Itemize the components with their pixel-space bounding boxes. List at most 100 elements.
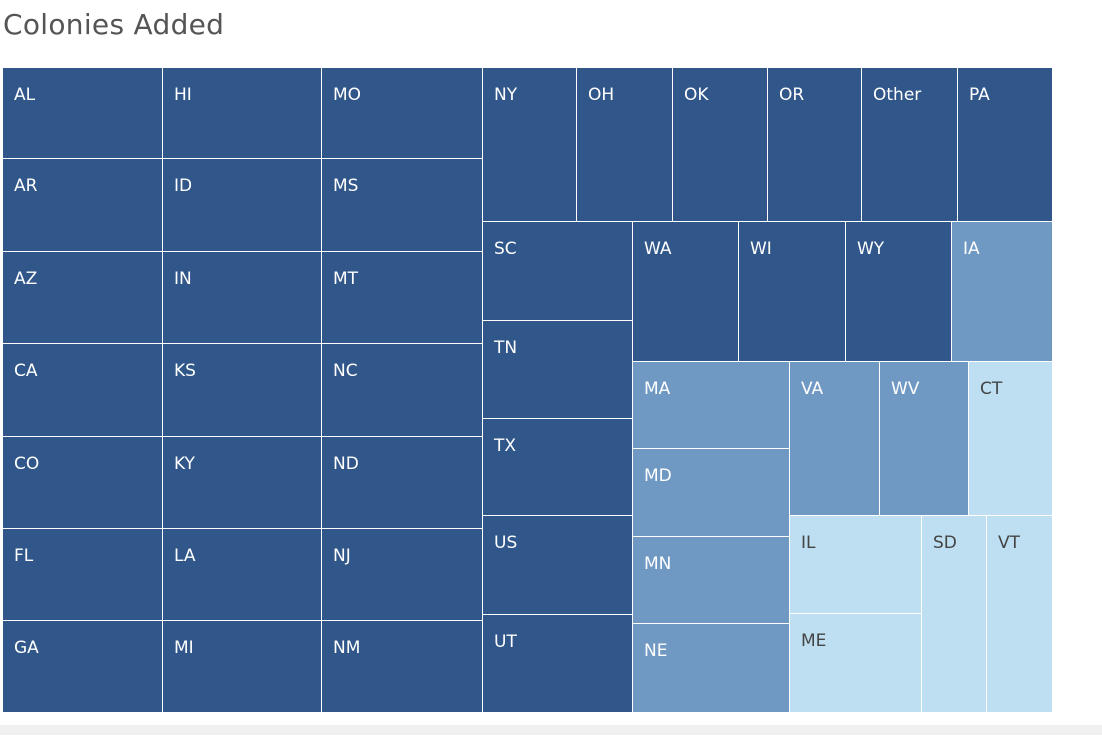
- tile-rect-ky[interactable]: [163, 437, 321, 528]
- tile-rect-al[interactable]: [3, 68, 162, 158]
- tile-rect-mo[interactable]: [322, 68, 482, 158]
- tile-mo[interactable]: MO: [322, 68, 482, 158]
- tile-rect-ca[interactable]: [3, 344, 162, 436]
- tile-co[interactable]: CO: [3, 437, 162, 528]
- tile-rect-az[interactable]: [3, 252, 162, 343]
- tile-rect-oh[interactable]: [577, 68, 672, 221]
- tile-rect-vt[interactable]: [987, 516, 1052, 712]
- tile-rect-wa[interactable]: [633, 222, 738, 361]
- tile-wy[interactable]: WY: [846, 222, 951, 361]
- tile-ms[interactable]: MS: [322, 159, 482, 251]
- tile-rect-ut[interactable]: [483, 615, 632, 712]
- tile-rect-mt[interactable]: [322, 252, 482, 343]
- tile-wv[interactable]: WV: [880, 362, 968, 515]
- tile-nj[interactable]: NJ: [322, 529, 482, 620]
- tile-rect-tx[interactable]: [483, 419, 632, 515]
- tile-nc[interactable]: NC: [322, 344, 482, 436]
- tile-in[interactable]: IN: [163, 252, 321, 343]
- tile-rect-or[interactable]: [768, 68, 861, 221]
- tile-rect-pa[interactable]: [958, 68, 1052, 221]
- tile-rect-ar[interactable]: [3, 159, 162, 251]
- tile-us[interactable]: US: [483, 516, 632, 614]
- tile-ks[interactable]: KS: [163, 344, 321, 436]
- tile-la[interactable]: LA: [163, 529, 321, 620]
- tile-rect-mn[interactable]: [633, 537, 789, 623]
- tile-rect-id[interactable]: [163, 159, 321, 251]
- tile-rect-nm[interactable]: [322, 621, 482, 712]
- tile-rect-ma[interactable]: [633, 362, 789, 448]
- tile-rect-mi[interactable]: [163, 621, 321, 712]
- tile-other[interactable]: Other: [862, 68, 957, 221]
- tile-rect-ne[interactable]: [633, 624, 789, 712]
- tile-ma[interactable]: MA: [633, 362, 789, 448]
- tile-rect-ga[interactable]: [3, 621, 162, 712]
- tile-ca[interactable]: CA: [3, 344, 162, 436]
- tile-rect-hi[interactable]: [163, 68, 321, 158]
- tile-al[interactable]: AL: [3, 68, 162, 158]
- tile-ut[interactable]: UT: [483, 615, 632, 712]
- tile-rect-us[interactable]: [483, 516, 632, 614]
- tile-label-other: Other: [873, 85, 921, 105]
- tile-mn[interactable]: MN: [633, 537, 789, 623]
- tile-rect-nd[interactable]: [322, 437, 482, 528]
- tile-id[interactable]: ID: [163, 159, 321, 251]
- tile-rect-md[interactable]: [633, 449, 789, 536]
- tile-nd[interactable]: ND: [322, 437, 482, 528]
- tile-rect-nj[interactable]: [322, 529, 482, 620]
- tile-wi[interactable]: WI: [739, 222, 845, 361]
- tile-rect-ia[interactable]: [952, 222, 1052, 361]
- tile-ia[interactable]: IA: [952, 222, 1052, 361]
- tile-az[interactable]: AZ: [3, 252, 162, 343]
- tile-hi[interactable]: HI: [163, 68, 321, 158]
- tile-va[interactable]: VA: [790, 362, 879, 515]
- tile-nm[interactable]: NM: [322, 621, 482, 712]
- tile-me[interactable]: ME: [790, 614, 921, 712]
- tile-label-ar: AR: [14, 176, 38, 196]
- tile-rect-ct[interactable]: [969, 362, 1052, 515]
- tile-wa[interactable]: WA: [633, 222, 738, 361]
- tile-rect-ok[interactable]: [673, 68, 767, 221]
- tile-rect-va[interactable]: [790, 362, 879, 515]
- tile-ny[interactable]: NY: [483, 68, 576, 221]
- tile-sc[interactable]: SC: [483, 222, 632, 320]
- tile-or[interactable]: OR: [768, 68, 861, 221]
- tile-ne[interactable]: NE: [633, 624, 789, 712]
- tile-fl[interactable]: FL: [3, 529, 162, 620]
- tile-md[interactable]: MD: [633, 449, 789, 536]
- tile-rect-co[interactable]: [3, 437, 162, 528]
- tile-rect-la[interactable]: [163, 529, 321, 620]
- tile-label-la: LA: [174, 546, 196, 566]
- tile-mt[interactable]: MT: [322, 252, 482, 343]
- tile-rect-tn[interactable]: [483, 321, 632, 418]
- tile-ok[interactable]: OK: [673, 68, 767, 221]
- tile-vt[interactable]: VT: [987, 516, 1052, 712]
- tile-tx[interactable]: TX: [483, 419, 632, 515]
- tile-sd[interactable]: SD: [922, 516, 986, 712]
- tile-rect-ks[interactable]: [163, 344, 321, 436]
- tile-label-mn: MN: [644, 554, 671, 574]
- tile-mi[interactable]: MI: [163, 621, 321, 712]
- tile-rect-in[interactable]: [163, 252, 321, 343]
- tile-rect-wy[interactable]: [846, 222, 951, 361]
- tile-oh[interactable]: OH: [577, 68, 672, 221]
- tile-rect-other[interactable]: [862, 68, 957, 221]
- tile-rect-wv[interactable]: [880, 362, 968, 515]
- tile-ga[interactable]: GA: [3, 621, 162, 712]
- tile-label-mo: MO: [333, 85, 361, 105]
- tile-rect-ny[interactable]: [483, 68, 576, 221]
- tile-rect-nc[interactable]: [322, 344, 482, 436]
- tile-rect-fl[interactable]: [3, 529, 162, 620]
- tile-pa[interactable]: PA: [958, 68, 1052, 221]
- tile-rect-wi[interactable]: [739, 222, 845, 361]
- tile-rect-ms[interactable]: [322, 159, 482, 251]
- tile-ar[interactable]: AR: [3, 159, 162, 251]
- tile-il[interactable]: IL: [790, 516, 921, 613]
- tile-rect-me[interactable]: [790, 614, 921, 712]
- tile-tn[interactable]: TN: [483, 321, 632, 418]
- tile-ky[interactable]: KY: [163, 437, 321, 528]
- tile-rect-il[interactable]: [790, 516, 921, 613]
- tile-ct[interactable]: CT: [969, 362, 1052, 515]
- tile-rect-sc[interactable]: [483, 222, 632, 320]
- tile-rect-sd[interactable]: [922, 516, 986, 712]
